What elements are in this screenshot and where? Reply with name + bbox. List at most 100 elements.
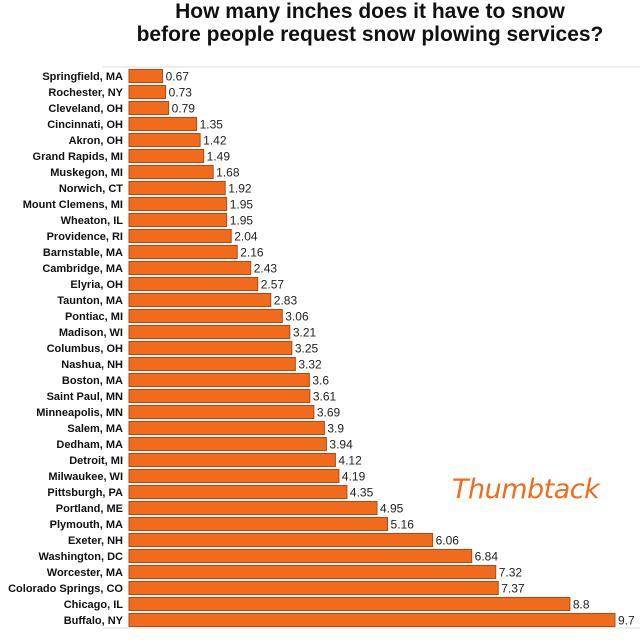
bar — [128, 197, 228, 211]
category-label: Chicago, IL — [64, 599, 124, 611]
bar — [128, 229, 232, 243]
bar — [128, 133, 201, 147]
bar — [128, 261, 252, 275]
bar — [128, 453, 336, 467]
category-label: Detroit, MI — [69, 455, 123, 467]
category-label: Springfield, MA — [42, 71, 123, 83]
thumbtack-logo: Thumbtack — [452, 474, 600, 505]
category-label: Cincinnati, OH — [47, 119, 123, 131]
category-label: Saint Paul, MN — [47, 391, 123, 403]
bar — [128, 421, 325, 435]
data-label: 1.35 — [200, 118, 224, 132]
bar — [128, 165, 214, 179]
category-label: Minneapolis, MN — [36, 407, 123, 419]
data-label: 4.19 — [342, 470, 366, 484]
category-label: Dedham, MA — [56, 439, 123, 451]
bar — [128, 181, 226, 195]
category-label: Nashua, NH — [61, 359, 123, 371]
category-label: Pittsburgh, PA — [47, 487, 123, 499]
category-label: Madison, WI — [59, 327, 123, 339]
bar — [128, 341, 293, 355]
data-label: 9.7 — [618, 614, 635, 628]
data-label: 4.12 — [338, 454, 362, 468]
data-label: 3.21 — [293, 326, 317, 340]
data-label: 7.32 — [499, 566, 523, 580]
bar — [128, 581, 499, 595]
bar — [128, 517, 389, 531]
data-label: 3.32 — [298, 358, 322, 372]
data-label: 1.92 — [228, 182, 252, 196]
data-label: 8.8 — [573, 598, 590, 612]
data-label: 2.43 — [254, 262, 278, 276]
bar — [128, 437, 327, 451]
category-label: Washington, DC — [38, 551, 123, 563]
data-label: 6.84 — [475, 550, 499, 564]
category-label: Pontiac, MI — [65, 311, 123, 323]
category-label: Cambridge, MA — [42, 263, 123, 275]
category-label: Taunton, MA — [57, 295, 123, 307]
category-label: Columbus, OH — [47, 343, 123, 355]
category-label: Portland, ME — [56, 503, 123, 515]
category-label: Exeter, NH — [68, 535, 123, 547]
bar — [128, 117, 198, 131]
bar — [128, 101, 170, 115]
category-label: Providence, RI — [47, 231, 123, 243]
data-label: 0.67 — [166, 70, 190, 84]
bar — [128, 149, 205, 163]
data-label: 6.06 — [436, 534, 460, 548]
category-label: Boston, MA — [62, 375, 123, 387]
chart-title-line-1: How many inches does it have to snow — [175, 0, 565, 23]
bar — [128, 469, 340, 483]
data-label: 2.16 — [240, 246, 264, 260]
bar — [128, 485, 348, 499]
data-label: 1.68 — [216, 166, 240, 180]
data-label: 1.49 — [207, 150, 231, 164]
data-label: 0.79 — [172, 102, 196, 116]
data-label: 1.95 — [230, 198, 254, 212]
category-label: Buffalo, NY — [64, 615, 124, 627]
category-label: Elyria, OH — [70, 279, 123, 291]
bar — [128, 293, 272, 307]
category-label: Rochester, NY — [48, 87, 123, 99]
bar — [128, 533, 434, 547]
bar — [128, 309, 283, 323]
bar — [128, 85, 167, 99]
bar — [128, 389, 311, 403]
bar — [128, 373, 310, 387]
bar — [128, 597, 571, 611]
data-label: 4.95 — [380, 502, 404, 516]
bar — [128, 277, 259, 291]
bar — [128, 245, 238, 259]
data-label: 3.94 — [329, 438, 353, 452]
bar — [128, 501, 378, 515]
data-label: 3.69 — [317, 406, 341, 420]
data-label: 1.42 — [203, 134, 227, 148]
category-label: Grand Rapids, MI — [33, 151, 123, 163]
category-label: Worcester, MA — [47, 567, 123, 579]
bar — [128, 213, 228, 227]
data-label: 0.73 — [169, 86, 193, 100]
data-label: 1.95 — [230, 214, 254, 228]
bar — [128, 613, 616, 627]
bar — [128, 357, 296, 371]
data-label: 2.57 — [261, 278, 285, 292]
bar — [128, 405, 315, 419]
category-label: Salem, MA — [67, 423, 123, 435]
data-label: 4.35 — [350, 486, 374, 500]
data-label: 2.04 — [234, 230, 258, 244]
chart-title: How many inches does it have to snow bef… — [100, 0, 640, 46]
category-label: Mount Clemens, MI — [23, 199, 123, 211]
bar — [128, 549, 473, 563]
data-label: 2.83 — [274, 294, 298, 308]
category-label: Muskegon, MI — [50, 167, 123, 179]
bar — [128, 69, 164, 83]
category-label: Wheaton, IL — [61, 215, 124, 227]
data-label: 3.61 — [313, 390, 337, 404]
category-label: Colorado Springs, CO — [8, 583, 123, 595]
category-label: Plymouth, MA — [50, 519, 123, 531]
category-label: Barnstable, MA — [43, 247, 123, 259]
category-label: Akron, OH — [69, 135, 123, 147]
data-label: 7.37 — [501, 582, 525, 596]
data-label: 3.6 — [312, 374, 329, 388]
